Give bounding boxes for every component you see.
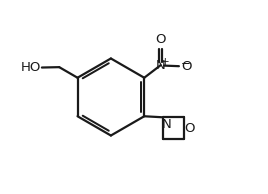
Text: O: O	[181, 60, 192, 73]
Text: O: O	[185, 122, 195, 135]
Text: N: N	[162, 118, 172, 131]
Text: O: O	[155, 33, 166, 46]
Text: +: +	[161, 57, 169, 67]
Text: −: −	[181, 57, 191, 70]
Text: HO: HO	[21, 61, 41, 74]
Text: N: N	[156, 59, 166, 72]
